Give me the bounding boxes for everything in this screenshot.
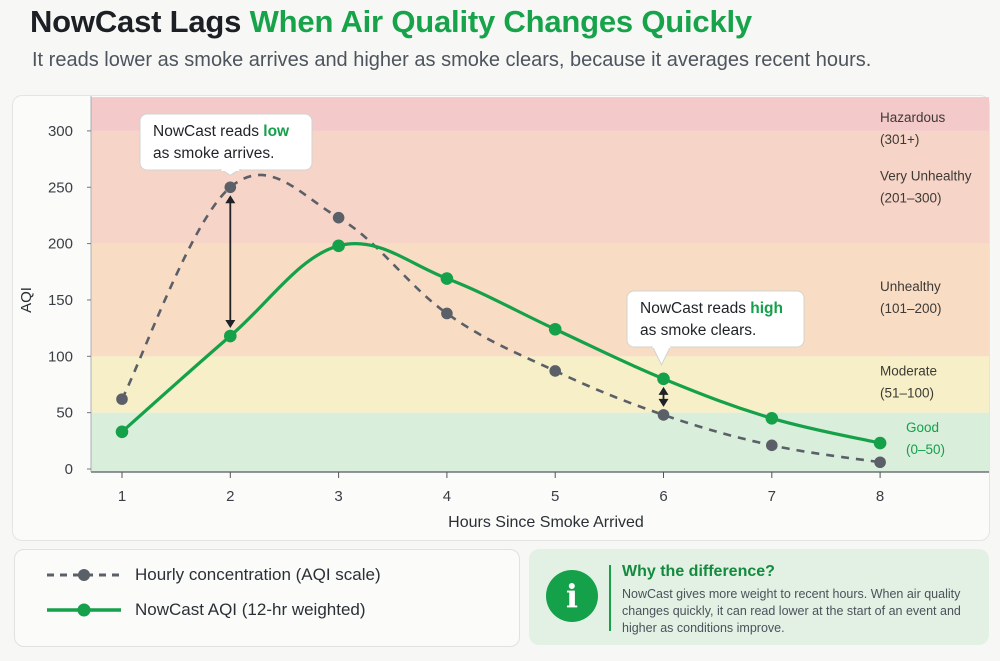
callout-low-text-pre: NowCast reads <box>153 123 263 140</box>
callout-high-tail-joint <box>652 345 671 348</box>
x-tick-label: 1 <box>118 488 126 505</box>
callout-high-line2: as smoke clears. <box>640 322 756 339</box>
data-point-hourly-5 <box>549 365 561 377</box>
aqi-line-chart: Good (0–50) Moderate (51–100) Unhealthy (101–… <box>18 96 989 531</box>
data-point-nowcast-4 <box>440 272 454 285</box>
y-tick-label: 50 <box>56 405 73 422</box>
dashed-line-marker-icon <box>47 569 121 581</box>
difference-arrow-hour-2-head-down <box>225 320 236 329</box>
band-range-very-unhealthy: (201–300) <box>880 190 942 205</box>
data-point-hourly-7 <box>766 439 778 452</box>
legend-label-hourly: Hourly concentration (AQI scale) <box>135 565 381 584</box>
x-tick-label: 4 <box>443 488 451 505</box>
title-green-part: When Air Quality Changes Quickly <box>249 4 753 39</box>
data-point-hourly-4 <box>441 307 453 320</box>
band-range-unhealthy: (101–200) <box>880 301 942 316</box>
solid-line-marker-icon <box>47 603 121 617</box>
data-point-nowcast-2 <box>224 329 237 343</box>
data-point-hourly-3 <box>332 211 345 224</box>
x-tick-label: 7 <box>768 488 776 505</box>
page-subtitle: It reads lower as smoke arrives and high… <box>32 49 872 71</box>
callout-low-text-emphasis: low <box>263 123 290 140</box>
info-title: Why the difference? <box>622 563 775 580</box>
callout-high: NowCast reads high as smoke clears. <box>626 290 805 366</box>
aqi-band-moderate <box>91 356 989 413</box>
info-body: NowCast gives more weight to recent hour… <box>622 587 961 635</box>
y-tick-label: 200 <box>48 236 73 253</box>
y-tick-label: 250 <box>48 179 73 196</box>
y-tick-label: 300 <box>48 123 73 140</box>
band-range-good: (0–50) <box>906 442 945 457</box>
info-icon: i <box>546 570 598 622</box>
difference-arrow-hour-6-head-down <box>658 398 669 407</box>
page-title: NowCast Lags When Air Quality Changes Qu… <box>30 4 752 40</box>
band-label-moderate: Moderate <box>880 363 937 378</box>
difference-arrow-hour-6-head-up <box>658 386 669 395</box>
callout-low-tail-joint <box>221 168 240 171</box>
title-dark-part: NowCast Lags <box>30 4 242 39</box>
band-label-good: Good <box>906 420 939 435</box>
legend-item-hourly: Hourly concentration (AQI scale) <box>45 565 381 585</box>
aqi-band-unhealthy <box>91 243 989 357</box>
legend-item-nowcast: NowCast AQI (12-hr weighted) <box>45 600 366 620</box>
difference-arrow-hour-2-head-up <box>225 195 236 204</box>
info-divider <box>609 565 611 631</box>
band-range-moderate: (51–100) <box>880 385 934 400</box>
data-point-hourly-8 <box>874 456 886 469</box>
data-point-nowcast-6 <box>657 372 670 386</box>
data-point-nowcast-3 <box>332 239 345 253</box>
callout-low: NowCast reads low as smoke arrives. <box>139 113 313 176</box>
data-point-nowcast-5 <box>548 322 562 336</box>
data-point-hourly-1 <box>116 393 128 405</box>
y-tick-label: 100 <box>48 348 73 365</box>
y-tick-label: 0 <box>65 461 73 478</box>
x-tick-label: 2 <box>226 488 234 505</box>
callout-high-text-pre: NowCast reads <box>640 300 750 317</box>
data-point-nowcast-1 <box>115 425 129 439</box>
x-tick-label: 8 <box>876 488 884 505</box>
callout-low-line2: as smoke arrives. <box>153 145 274 162</box>
chart-card: Good (0–50) Moderate (51–100) Unhealthy (101–… <box>12 95 990 541</box>
callout-high-text-emphasis: high <box>750 300 783 317</box>
aqi-band-good <box>91 412 989 472</box>
band-range-hazardous: (301+) <box>880 132 919 147</box>
callout-high-box <box>626 290 805 348</box>
x-tick-label: 3 <box>334 488 342 505</box>
y-tick-label: 150 <box>48 292 73 309</box>
legend-label-nowcast: NowCast AQI (12-hr weighted) <box>135 600 366 619</box>
callout-high-line1: NowCast reads high <box>640 300 783 317</box>
band-label-hazardous: Hazardous <box>880 110 946 125</box>
band-label-very-unhealthy: Very Unhealthy <box>880 168 972 183</box>
x-tick-label: 6 <box>659 488 667 505</box>
legend: Hourly concentration (AQI scale) NowCast… <box>14 549 520 647</box>
data-point-hourly-2 <box>224 181 237 194</box>
x-tick-label: 5 <box>551 488 559 505</box>
info-panel: i Why the difference? NowCast gives more… <box>529 549 989 645</box>
callout-low-line1: NowCast reads low <box>153 123 290 140</box>
y-axis-label: AQI <box>18 287 35 313</box>
x-axis-label: Hours Since Smoke Arrived <box>448 514 644 531</box>
data-point-nowcast-8 <box>873 436 887 450</box>
data-point-nowcast-7 <box>765 411 779 425</box>
series-line-hourly <box>120 173 881 464</box>
band-label-unhealthy: Unhealthy <box>880 279 941 294</box>
data-point-hourly-6 <box>657 409 670 421</box>
